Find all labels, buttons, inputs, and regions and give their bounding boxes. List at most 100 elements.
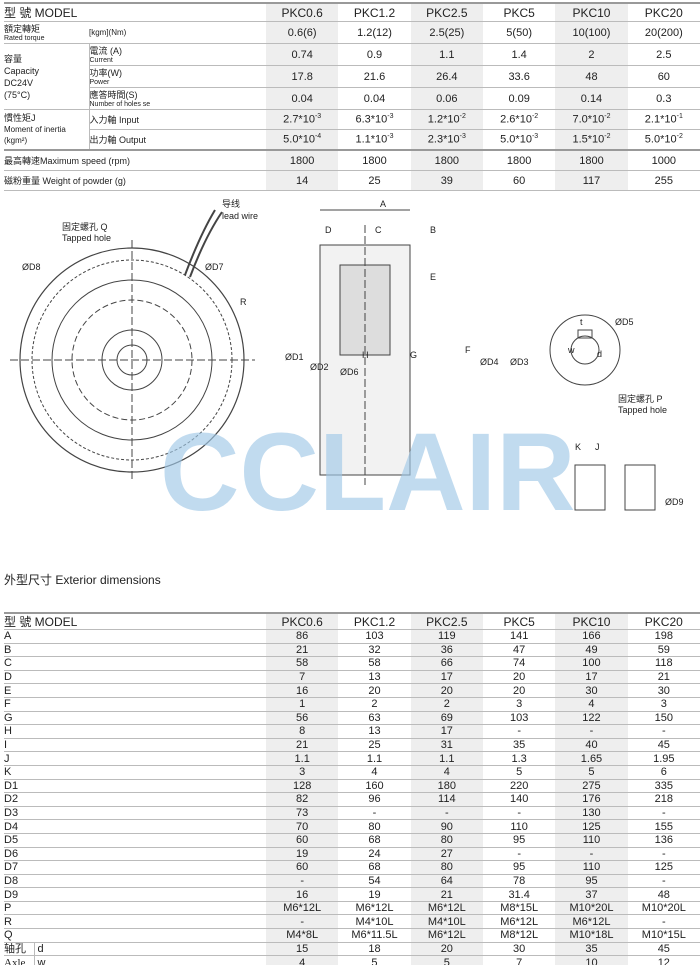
mantissa: 1.5*10 bbox=[572, 133, 605, 146]
cell: 7 bbox=[482, 955, 556, 965]
cell: 6.3*10-3 bbox=[338, 109, 411, 130]
cell: 30 bbox=[627, 683, 700, 698]
cell: 69 bbox=[410, 711, 483, 726]
cell: 4 bbox=[410, 765, 483, 780]
cell: 40 bbox=[555, 738, 628, 753]
cell: - bbox=[627, 874, 700, 889]
cell: 17.8 bbox=[266, 65, 339, 88]
dims-row: A 86 103 119 141 166 198 bbox=[4, 629, 700, 644]
dimension-label: B bbox=[430, 225, 436, 235]
cell: 118 bbox=[627, 656, 700, 671]
row-label: D4 bbox=[4, 819, 266, 834]
dims-row: Q M4*8L M6*11.5L M6*12L M8*12L M10*18L M10*15L bbox=[4, 928, 700, 943]
exponent: -3 bbox=[531, 133, 539, 141]
exponent: -2 bbox=[459, 113, 466, 121]
cell: 74 bbox=[482, 656, 556, 671]
label-cn: 慣性矩J bbox=[4, 113, 36, 123]
cell: 21.6 bbox=[338, 65, 411, 88]
cell: - bbox=[338, 806, 411, 821]
dimension-label: ØD3 bbox=[510, 357, 529, 367]
dimension-label: K bbox=[575, 442, 581, 452]
rated-torque-row: 額定轉矩 Rated torque [kgm](Nm) 0.6(6) 1.2(12… bbox=[4, 21, 700, 44]
dims-row: D4 70 80 90 110 125 155 bbox=[4, 819, 700, 834]
cell: 5 bbox=[555, 765, 628, 780]
dims-row: D2 82 96 114 140 176 218 bbox=[4, 792, 700, 807]
cell: 17 bbox=[555, 670, 628, 685]
model-header: PKC5 bbox=[482, 3, 556, 22]
cell: 95 bbox=[482, 860, 556, 875]
cell: 82 bbox=[266, 792, 339, 807]
cell: 13 bbox=[338, 670, 411, 685]
cell: 0.06 bbox=[410, 87, 483, 110]
cell: 1800 bbox=[410, 149, 483, 171]
cell: 198 bbox=[627, 629, 700, 644]
label-cn: 容量 bbox=[4, 53, 23, 64]
cell: 17 bbox=[410, 670, 483, 685]
mantissa: 2.7*10 bbox=[283, 113, 315, 126]
cell: 4 bbox=[555, 697, 628, 712]
cell: 60 bbox=[266, 833, 339, 848]
cell: 45 bbox=[627, 942, 700, 957]
cell: 18 bbox=[338, 942, 411, 957]
tapped-hole-label: Tapped hole bbox=[62, 233, 111, 243]
cell: 35 bbox=[555, 942, 628, 957]
cell: 48 bbox=[627, 887, 700, 902]
cell: 1.1*10-3 bbox=[338, 129, 411, 151]
cell: M10*15L bbox=[627, 928, 700, 943]
dims-row: D8-54 64 78 95- bbox=[4, 874, 700, 889]
cell: 33.6 bbox=[482, 65, 556, 88]
axle-sub-label: d bbox=[34, 942, 266, 957]
cell: 95 bbox=[482, 833, 556, 848]
dimension-label: E bbox=[430, 272, 436, 282]
cell: 2.5 bbox=[627, 43, 700, 66]
cell: 21 bbox=[410, 887, 483, 902]
cell: 13 bbox=[338, 724, 411, 739]
cell: 110 bbox=[555, 860, 628, 875]
label-cn: 額定轉矩 bbox=[4, 24, 41, 34]
tapped-hole-q-label: 固定螺孔 Q bbox=[62, 221, 108, 232]
cell: 117 bbox=[555, 170, 628, 191]
dimension-label: ØD4 bbox=[480, 357, 499, 367]
cell: 16 bbox=[266, 887, 339, 902]
row-label: J bbox=[4, 751, 266, 766]
output-label: 出力軸 Output bbox=[89, 129, 266, 151]
cell: 2 bbox=[555, 43, 628, 66]
mantissa: 2.6*10 bbox=[500, 113, 532, 126]
mantissa: 6.3*10 bbox=[355, 113, 388, 126]
dims-row: D1 128 160 180 220 275 335 bbox=[4, 779, 700, 794]
cell: 128 bbox=[266, 779, 339, 794]
cell: M4*10L bbox=[410, 914, 483, 930]
cell: 103 bbox=[338, 629, 411, 644]
cell: 80 bbox=[410, 860, 483, 875]
cell: M8*12L bbox=[482, 928, 556, 943]
cell: 31 bbox=[410, 738, 483, 753]
cell: - bbox=[266, 914, 339, 930]
cell: 1.2(12) bbox=[338, 21, 411, 44]
row-label: E bbox=[4, 683, 266, 698]
cell: 1800 bbox=[338, 149, 411, 171]
dims-row: D9 16 19 21 31.4 37 48 bbox=[4, 887, 700, 902]
cell: 73 bbox=[266, 806, 339, 821]
cell: 141 bbox=[482, 629, 556, 644]
dimension-label: R bbox=[240, 297, 247, 307]
dimension-label: ØD8 bbox=[22, 262, 41, 272]
exponent: -2 bbox=[604, 133, 611, 141]
cell: 0.14 bbox=[555, 87, 628, 110]
cell: 47 bbox=[482, 643, 556, 658]
cell: 0.3 bbox=[627, 87, 700, 110]
mantissa: 2.1*10 bbox=[644, 113, 677, 126]
cell: M6*12L bbox=[410, 928, 483, 943]
cell: 4 bbox=[338, 765, 411, 780]
cell: 1.1 bbox=[410, 43, 483, 66]
row-label: R bbox=[4, 914, 266, 930]
cell: 39 bbox=[410, 170, 483, 191]
response-label: 應答時間(S) Number of holes se bbox=[89, 87, 266, 110]
cell: 10(100) bbox=[555, 21, 628, 44]
cell: 1.1 bbox=[338, 751, 411, 766]
row-label: P bbox=[4, 901, 266, 916]
dimension-label: C bbox=[375, 225, 382, 235]
current-label: 電流 (A) Current bbox=[89, 43, 266, 66]
row-label: K bbox=[4, 765, 266, 780]
model-header: PKC20 bbox=[627, 3, 700, 22]
